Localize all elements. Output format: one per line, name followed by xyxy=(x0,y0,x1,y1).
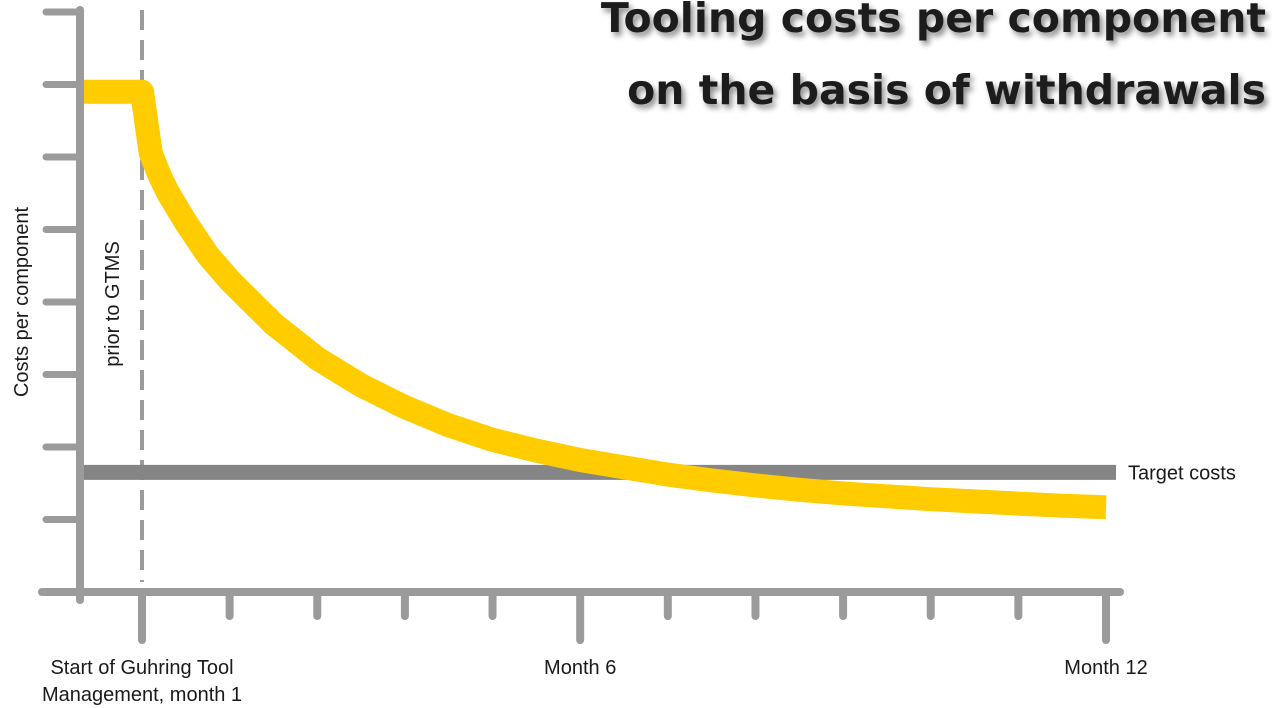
target-costs-label: Target costs xyxy=(1128,462,1236,484)
chart-title-line-2: on the basis of withdrawals xyxy=(627,66,1266,114)
y-ticks xyxy=(42,8,84,523)
y-axis-label: Costs per component xyxy=(11,207,33,398)
x-tick-label: Month 6 xyxy=(544,657,616,679)
cost-curve xyxy=(84,79,1107,520)
prior-to-gtms-annotation: prior to GTMS xyxy=(102,241,124,367)
x-tick-label: Start of Guhring Tool xyxy=(50,657,233,679)
x-tick-labels: Start of Guhring Tool Management, month 1… xyxy=(42,657,1148,706)
x-tick-label: Month 12 xyxy=(1064,657,1147,679)
chart-title-line-1: Tooling costs per component xyxy=(601,0,1266,42)
x-ticks xyxy=(138,588,1110,644)
chart-title: Tooling costs per component on the basis… xyxy=(601,0,1266,114)
x-tick-label: Management, month 1 xyxy=(42,684,242,706)
